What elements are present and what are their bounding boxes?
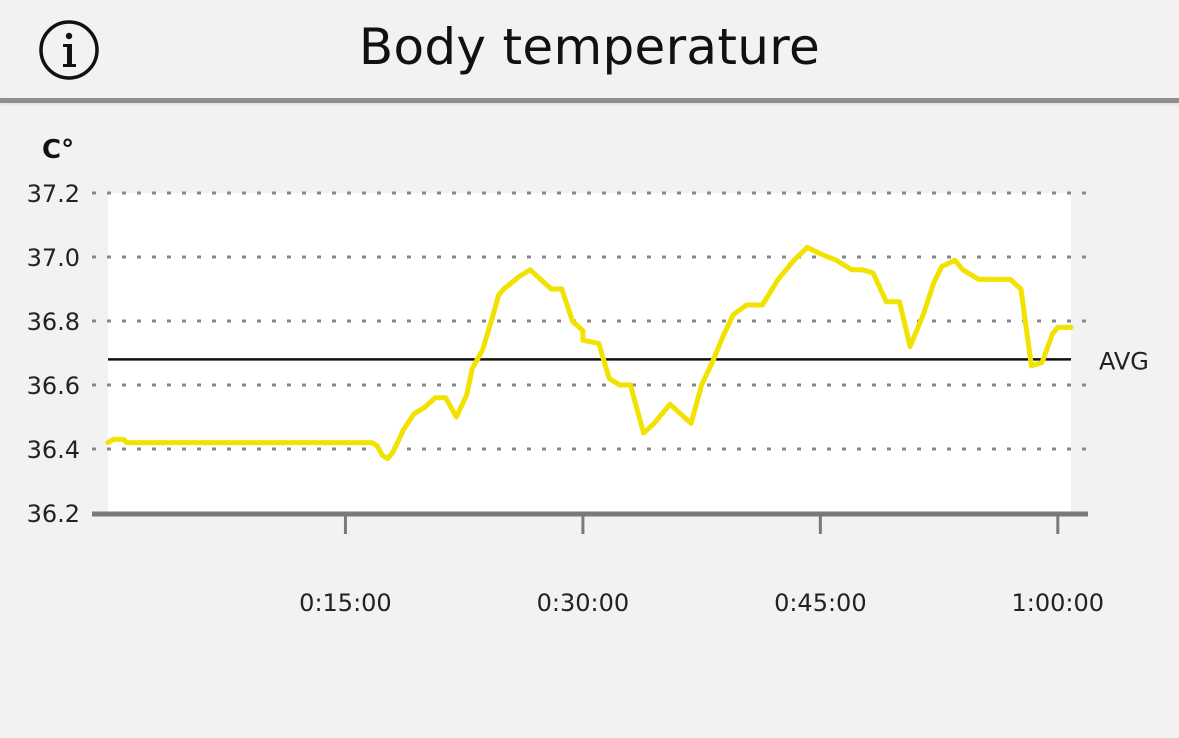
x-tick-label: 0:15:00 bbox=[299, 589, 392, 617]
chart-svg: C° 37.2 37.0 36.8 36.6 36.4 36.2 0:15:00 0:30:00… bbox=[27, 135, 1149, 617]
y-tick-label: 37.2 bbox=[27, 180, 80, 208]
temperature-series-line bbox=[105, 244, 1074, 462]
x-tick-label: 0:45:00 bbox=[774, 589, 867, 617]
y-tick-label: 36.8 bbox=[27, 308, 80, 336]
x-tick-label: 1:00:00 bbox=[1012, 589, 1105, 617]
page-title: Body temperature bbox=[358, 18, 821, 76]
y-tick-label: 36.6 bbox=[27, 372, 80, 400]
y-axis-unit-label: C° bbox=[42, 135, 74, 165]
plot-area bbox=[108, 193, 1071, 513]
x-tick-label: 0:30:00 bbox=[537, 589, 630, 617]
y-tick-label: 37.0 bbox=[27, 244, 80, 272]
info-button[interactable] bbox=[38, 19, 100, 81]
info-icon bbox=[39, 20, 99, 80]
y-tick-label: 36.4 bbox=[27, 436, 80, 464]
y-tick-label: 36.2 bbox=[27, 500, 80, 528]
app-header: Body temperature bbox=[0, 0, 1179, 103]
temperature-chart: C° 37.2 37.0 36.8 36.6 36.4 36.2 0:15:00 0:30:00… bbox=[0, 103, 1179, 738]
avg-label: AVG bbox=[1099, 347, 1149, 375]
